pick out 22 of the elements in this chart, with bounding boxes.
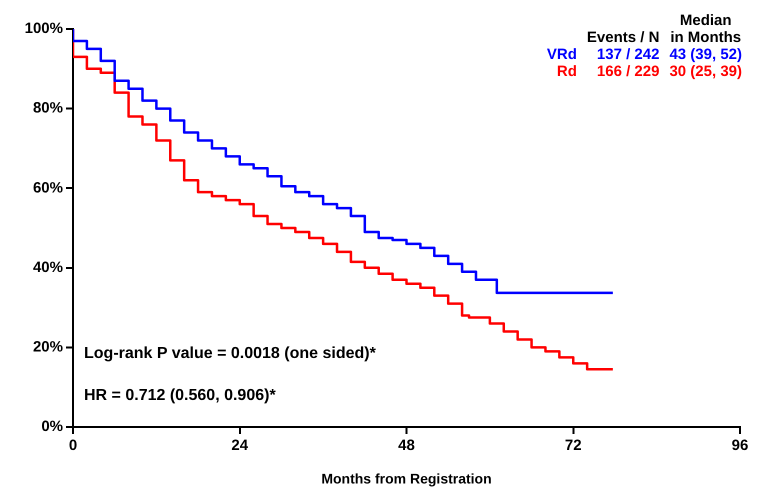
x-axis-title: Months from Registration bbox=[321, 470, 492, 486]
annotation: 43 (39, 52) bbox=[668, 46, 742, 63]
y-tick-label: 40% bbox=[32, 258, 63, 276]
text: VRd bbox=[546, 46, 577, 63]
annotation: 30 (25, 39) bbox=[668, 63, 742, 80]
annotation: HR = 0.712 (0.560, 0.906)* bbox=[84, 387, 276, 405]
y-tick-label: 60% bbox=[32, 179, 63, 196]
x-tick-label: 0 bbox=[68, 437, 78, 454]
y-tick-label: 80% bbox=[32, 100, 63, 117]
x-tick-label: 72 bbox=[564, 437, 582, 454]
annotation: Median in Months bbox=[669, 12, 742, 46]
y-tick-label: 20% bbox=[32, 338, 63, 356]
y-tick-label: 100% bbox=[24, 20, 63, 38]
x-tick-label: 24 bbox=[231, 437, 249, 454]
annotation: 166 / 229 bbox=[596, 63, 660, 80]
x-tick-label: 96 bbox=[732, 437, 748, 454]
x-tick-label: 48 bbox=[398, 437, 415, 454]
annotation: 137 / 242 bbox=[596, 46, 660, 63]
text: Rd bbox=[556, 63, 577, 80]
annotation: Events / N bbox=[586, 28, 660, 46]
y-tick-label: 0% bbox=[41, 418, 63, 436]
annotation: Log-rank P value = 0.0018 (one sided)* bbox=[84, 345, 376, 363]
